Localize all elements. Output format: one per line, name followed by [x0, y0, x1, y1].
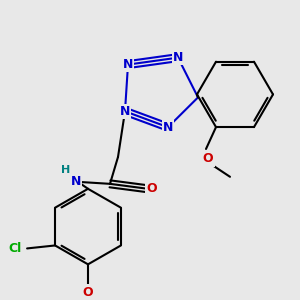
Text: O: O [83, 286, 93, 299]
Text: N: N [123, 58, 133, 71]
Text: N: N [71, 176, 81, 188]
Text: H: H [61, 165, 70, 175]
Text: N: N [173, 51, 183, 64]
Text: O: O [203, 152, 213, 165]
Text: N: N [120, 105, 130, 118]
Text: Cl: Cl [8, 242, 22, 255]
Text: N: N [163, 121, 173, 134]
Text: O: O [147, 182, 157, 195]
